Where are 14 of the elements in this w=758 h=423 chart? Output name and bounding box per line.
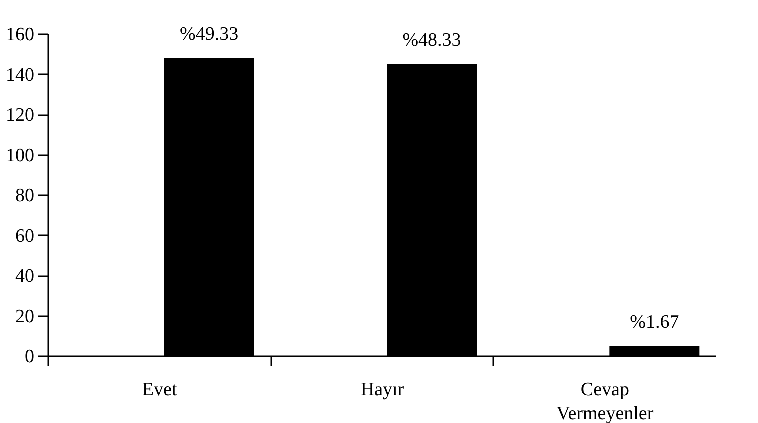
y-tick-label: 100 <box>6 145 34 166</box>
annotation: %1.67 <box>630 312 680 333</box>
y-tick-label: 0 <box>25 346 34 368</box>
y-tick-label: 140 <box>6 64 34 86</box>
y-tick-label: 20 <box>16 306 34 328</box>
annotation: %49.33 <box>180 24 239 46</box>
y-tick-label: 60 <box>16 226 34 247</box>
x-tick-label: Evet <box>142 380 178 400</box>
y-tick-label: 120 <box>6 105 34 126</box>
y-tick-label: 160 <box>6 24 34 46</box>
x-tick-label: Hayır <box>360 380 405 400</box>
y-tick-label: 80 <box>16 186 34 206</box>
y-tick-label: 40 <box>16 266 34 287</box>
annotation: %48.33 <box>402 30 462 52</box>
